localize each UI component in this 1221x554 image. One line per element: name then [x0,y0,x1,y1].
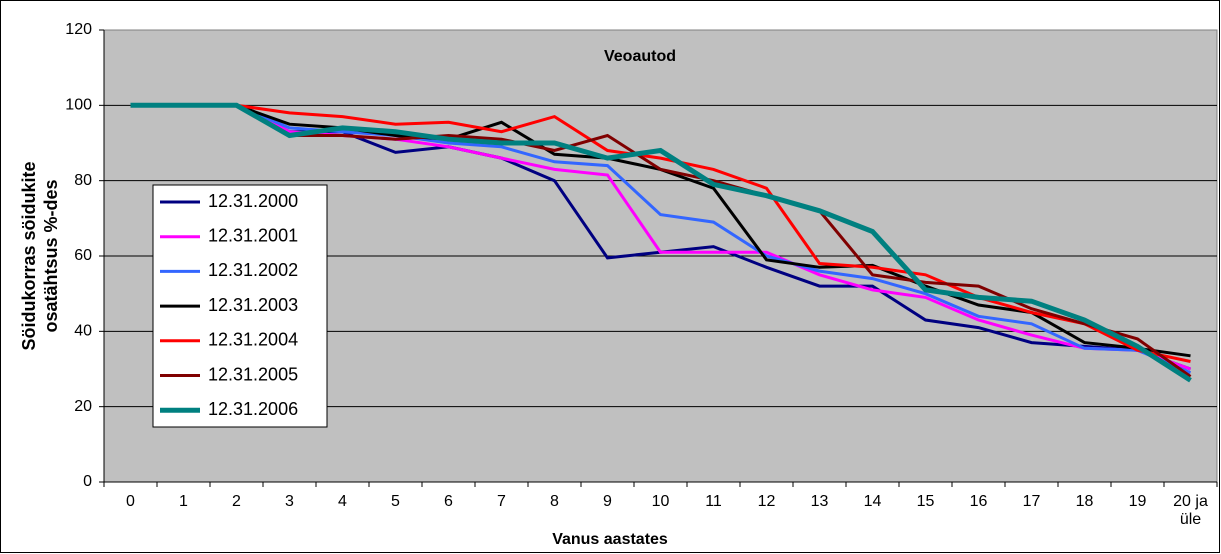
x-tick-label: 3 [285,493,294,510]
x-tick-label: 9 [603,493,612,510]
legend-label: 12.31.2001 [208,225,298,245]
x-tick-label: 8 [550,493,559,510]
y-tick-label: 40 [74,323,92,340]
legend-label: 12.31.2003 [208,295,298,315]
series-line [130,103,1191,363]
x-tick-label: 6 [444,493,453,510]
series-line [130,103,1192,375]
y-tick-label: 60 [74,247,92,264]
x-tick-label: 11 [705,493,722,510]
y-axis-label: Söidukorras söidukite osatähtsus %-des [19,161,61,350]
legend-label: 12.31.2006 [208,399,298,419]
series-line [130,102,1192,383]
x-tick-label: 15 [916,493,935,510]
x-tick-label: 7 [497,493,506,510]
y-axis-label-line: Söidukorras söidukite [19,161,39,350]
x-tick-label: 4 [338,493,347,510]
x-tick-label: 1 [179,493,188,510]
x-axis-label: Vanus aastates [552,531,668,548]
x-tick-label: 10 [651,493,670,510]
legend-label: 12.31.2002 [208,260,298,280]
x-tick-label: 13 [810,493,829,510]
y-tick-label: 100 [65,97,92,114]
y-tick-label: 120 [65,21,92,38]
y-tick-label: 0 [83,473,92,490]
x-tick-label: 14 [863,493,882,510]
legend-label: 12.31.2004 [208,330,298,350]
legend-label: 12.31.2000 [208,191,298,211]
x-tick-label: 5 [391,493,400,510]
x-tick-label: 0 [126,493,135,510]
y-tick-label: 20 [74,398,92,415]
legend-label: 12.31.2005 [208,364,298,384]
x-tick-label: 18 [1075,493,1094,510]
x-tick-label: 19 [1128,493,1147,510]
x-tick-label: 17 [1022,493,1041,510]
x-tick-label: 2 [232,493,241,510]
x-tick-label: 16 [969,493,988,510]
x-tick-label: 20 ja üle [1173,493,1208,528]
y-tick-label: 80 [74,172,92,189]
chart-title: Veoautod [604,48,676,65]
y-axis-label-line: osatähtsus %-des [41,179,61,332]
x-tick-label: 12 [757,493,776,510]
